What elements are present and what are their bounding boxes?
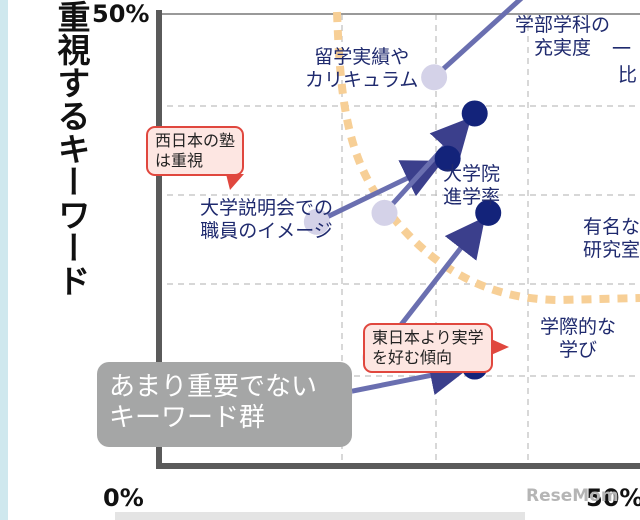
y-tick-50: 50% (92, 0, 150, 28)
label-hi: 比 (618, 64, 638, 86)
label-dept-dash: 一 (612, 38, 632, 60)
arrow-1 (315, 160, 444, 225)
label-study-abroad: 留学実績や カリキュラム (305, 46, 419, 91)
left-accent-strip (0, 0, 8, 520)
watermark: ReseMom (526, 486, 619, 506)
label-interdisc: 学際的な 学び (540, 316, 617, 361)
callout-east: 東日本より実学 を好む傾向 (363, 323, 509, 373)
label-info-session: 大学説明会での 職員のイメージ (200, 197, 334, 242)
x-tick-0: 0% (103, 484, 144, 512)
label-dept: 学部学科の 充実度 (515, 14, 611, 59)
bottom-bar (115, 512, 525, 520)
point-before-4 (371, 199, 398, 226)
label-research: 有名な 研究室 (583, 216, 640, 261)
arrow-5 (338, 355, 470, 397)
boundary-curve (333, 11, 640, 305)
callout-west: 西日本の塾 は重視 (146, 126, 245, 190)
x-tick-50: 50% (586, 484, 640, 512)
point-after-1 (434, 145, 461, 172)
label-grad-school: 大学院 進学率 (443, 163, 501, 208)
arrow-3 (432, 0, 524, 80)
point-after-4 (461, 100, 488, 127)
unimportant-keywords-box: あまり重要でない キーワード群 (97, 362, 352, 447)
point-before-1 (303, 208, 330, 235)
point-before-3 (421, 64, 448, 91)
point-after-2 (475, 199, 502, 226)
y-axis-title: 重視するキーワード (52, 0, 91, 297)
arrow-4 (382, 117, 472, 215)
